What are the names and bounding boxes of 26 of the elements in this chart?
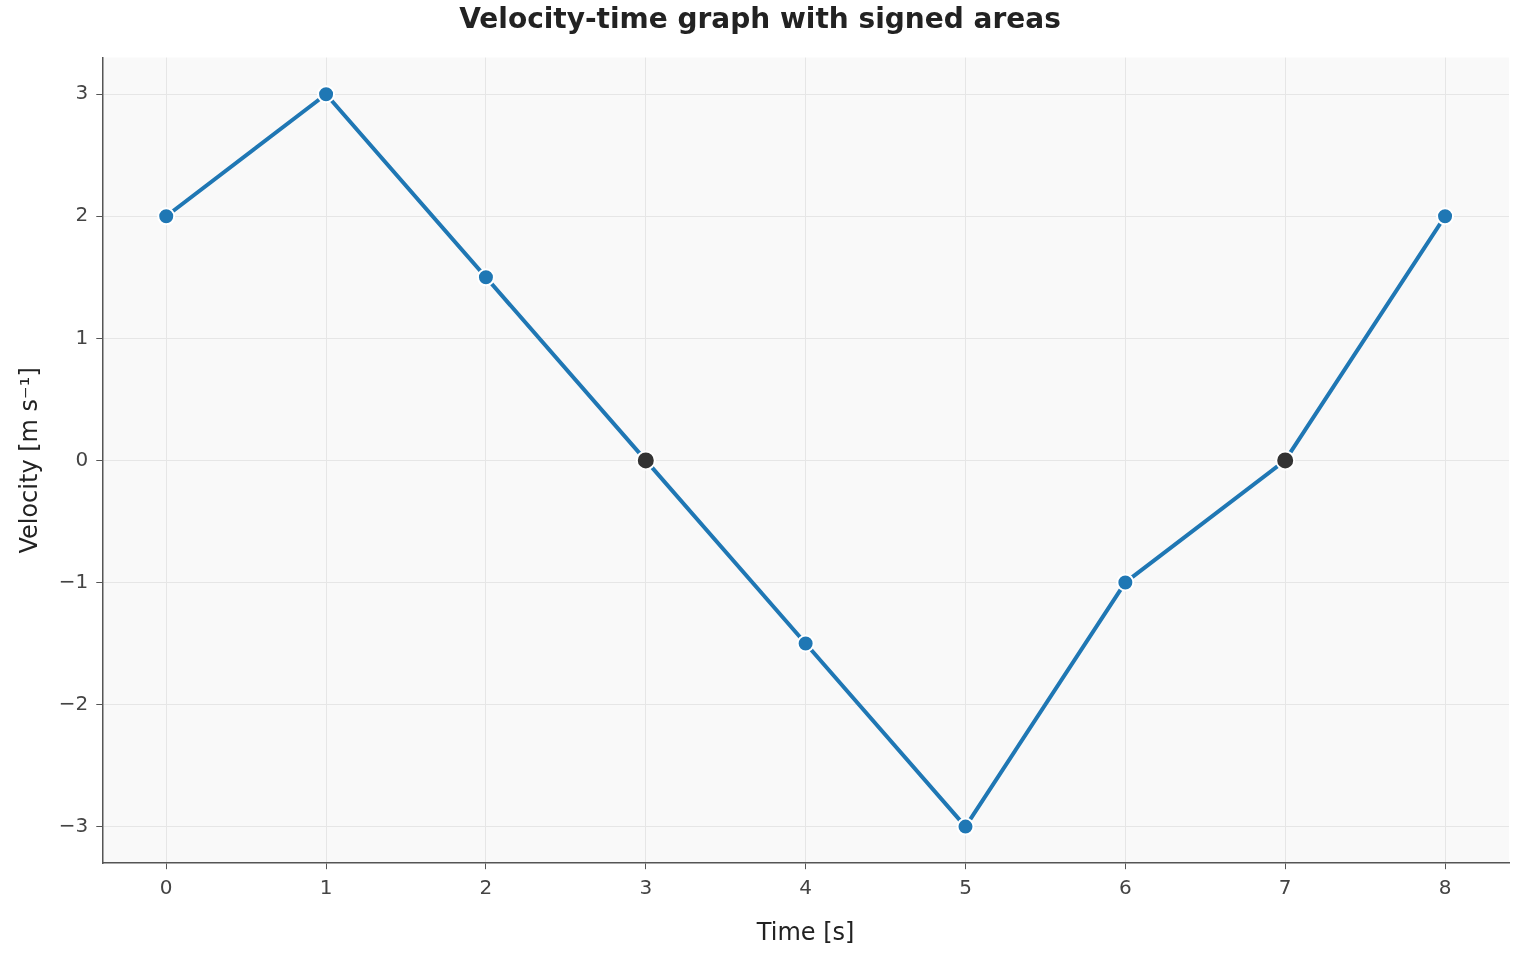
- point: [1116, 573, 1135, 592]
- x-tick-label: 1: [319, 875, 333, 900]
- x-tick-label: 2: [479, 875, 493, 900]
- x-tick-label: 0: [159, 875, 173, 900]
- y-tick-label: 0: [75, 446, 89, 471]
- y-tick-label: 2: [75, 202, 89, 227]
- point: [796, 634, 815, 653]
- y-tick-label: −3: [58, 812, 89, 837]
- point: [1436, 207, 1455, 226]
- y-axis-title: Velocity [m s⁻¹]: [14, 367, 43, 554]
- x-tick-label: 3: [639, 875, 653, 900]
- x-tick-label: 5: [959, 875, 972, 900]
- point: [157, 207, 176, 226]
- y-tick-label: 1: [75, 324, 89, 349]
- x-tick-label: 7: [1278, 875, 1292, 900]
- point: [476, 268, 495, 287]
- x-tick-label: 8: [1438, 875, 1452, 900]
- chart-title: Velocity-time graph with signed areas: [459, 2, 1061, 36]
- x-axis-title: Time [s]: [755, 917, 855, 946]
- x-tick-label: 6: [1118, 875, 1132, 900]
- x-tick-label: 4: [799, 875, 813, 900]
- y-tick-label: 3: [75, 80, 89, 105]
- y-tick-label: −1: [58, 568, 89, 593]
- point: [956, 817, 975, 836]
- y-tick-label: −2: [58, 690, 89, 715]
- point: [317, 85, 336, 104]
